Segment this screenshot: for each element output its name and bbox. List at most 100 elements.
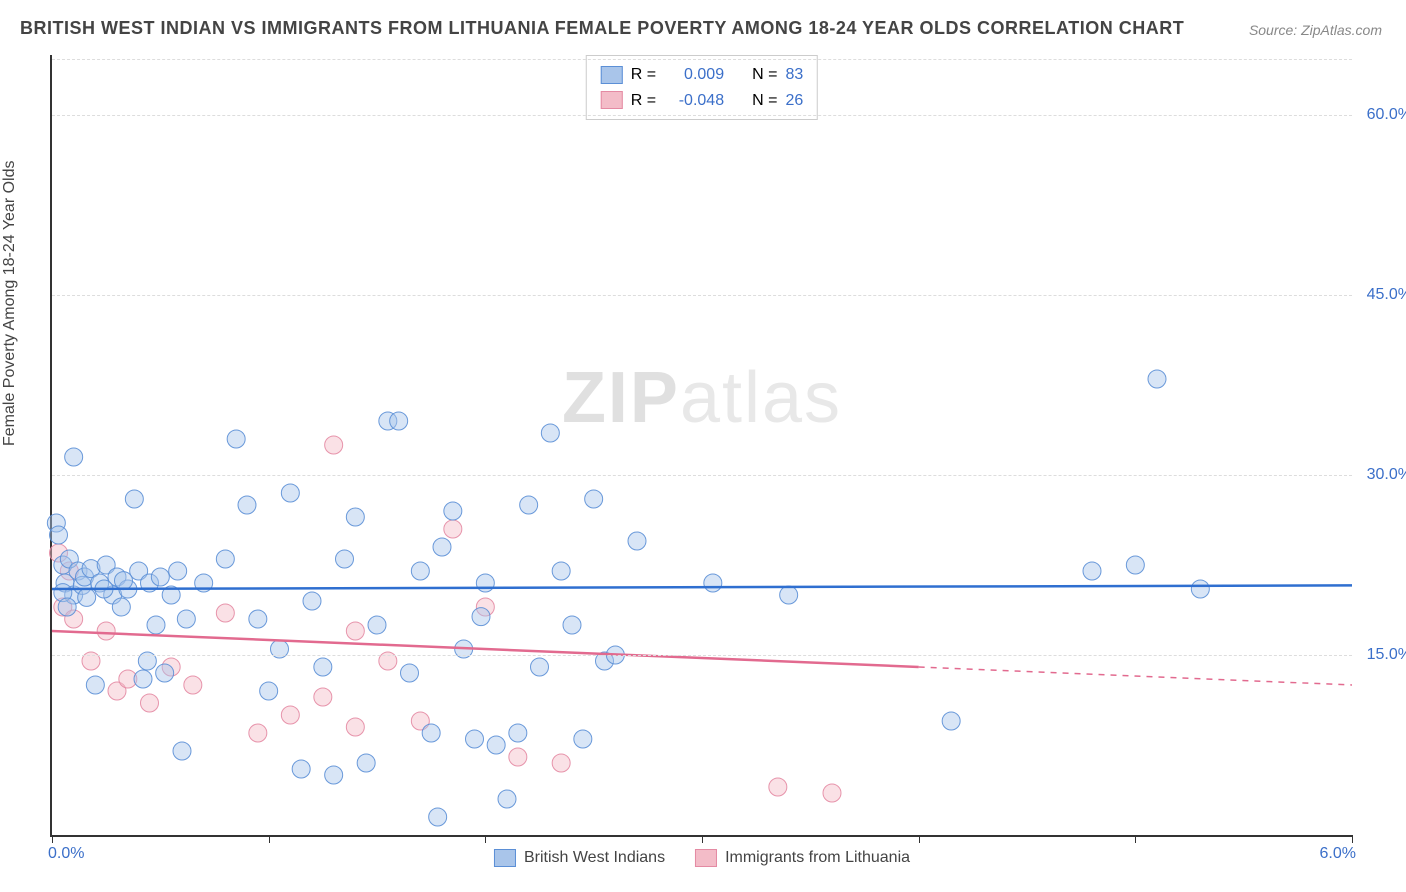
n-value-a: 83 <box>785 62 803 88</box>
data-point <box>472 608 490 626</box>
data-point <box>704 574 722 592</box>
x-tick <box>702 835 703 843</box>
data-point <box>325 436 343 454</box>
correlation-legend: R = 0.009 N = 83 R = -0.048 N = 26 <box>586 55 818 120</box>
data-point <box>1083 562 1101 580</box>
chart-svg <box>52 55 1352 835</box>
data-point <box>97 622 115 640</box>
data-point <box>238 496 256 514</box>
data-point <box>156 664 174 682</box>
data-point <box>281 484 299 502</box>
x-tick-max: 6.0% <box>1320 845 1356 863</box>
data-point <box>147 616 165 634</box>
data-point <box>346 508 364 526</box>
data-point <box>314 658 332 676</box>
x-tick <box>52 835 53 843</box>
series-b-name: Immigrants from Lithuania <box>725 849 910 867</box>
x-tick <box>919 835 920 843</box>
n-label: N = <box>752 62 777 88</box>
legend-item-a: British West Indians <box>494 849 665 867</box>
grid-line <box>52 115 1352 116</box>
data-point <box>780 586 798 604</box>
data-point <box>429 808 447 826</box>
data-point <box>260 682 278 700</box>
data-point <box>303 592 321 610</box>
data-point <box>346 718 364 736</box>
data-point <box>249 610 267 628</box>
y-tick-label: 60.0% <box>1367 106 1406 124</box>
data-point <box>498 790 516 808</box>
data-point <box>86 676 104 694</box>
y-tick-label: 15.0% <box>1367 646 1406 664</box>
data-point <box>531 658 549 676</box>
grid-line <box>52 295 1352 296</box>
y-axis-label: Female Poverty Among 18-24 Year Olds <box>1 161 19 447</box>
y-tick-label: 45.0% <box>1367 286 1406 304</box>
data-point <box>184 676 202 694</box>
series-legend: British West Indians Immigrants from Lit… <box>494 849 910 867</box>
swatch-series-b <box>601 91 623 109</box>
data-point <box>141 694 159 712</box>
data-point <box>65 448 83 466</box>
data-point <box>401 664 419 682</box>
plot-area: ZIPatlas R = 0.009 N = 83 R = -0.048 N =… <box>50 55 1352 837</box>
data-point <box>346 622 364 640</box>
data-point <box>552 754 570 772</box>
data-point <box>487 736 505 754</box>
y-tick-label: 30.0% <box>1367 466 1406 484</box>
data-point <box>552 562 570 580</box>
data-point <box>216 604 234 622</box>
data-point <box>173 742 191 760</box>
data-point <box>249 724 267 742</box>
trend-line-extrapolated <box>919 667 1352 685</box>
r-label: R = <box>631 62 656 88</box>
data-point <box>574 730 592 748</box>
data-point <box>336 550 354 568</box>
data-point <box>422 724 440 742</box>
x-tick <box>1135 835 1136 843</box>
data-point <box>1126 556 1144 574</box>
data-point <box>411 562 429 580</box>
data-point <box>325 766 343 784</box>
r-label: R = <box>631 88 656 114</box>
swatch-series-a <box>494 849 516 867</box>
data-point <box>292 760 310 778</box>
data-point <box>1148 370 1166 388</box>
data-point <box>628 532 646 550</box>
data-point <box>227 430 245 448</box>
data-point <box>281 706 299 724</box>
data-point <box>368 616 386 634</box>
swatch-series-b <box>695 849 717 867</box>
data-point <box>134 670 152 688</box>
data-point <box>520 496 538 514</box>
corr-row-a: R = 0.009 N = 83 <box>601 62 803 88</box>
data-point <box>823 784 841 802</box>
data-point <box>585 490 603 508</box>
n-value-b: 26 <box>785 88 803 114</box>
data-point <box>942 712 960 730</box>
source-attribution: Source: ZipAtlas.com <box>1249 22 1382 38</box>
grid-line <box>52 655 1352 656</box>
data-point <box>357 754 375 772</box>
data-point <box>151 568 169 586</box>
x-tick <box>1352 835 1353 843</box>
data-point <box>169 562 187 580</box>
data-point <box>58 598 76 616</box>
data-point <box>125 490 143 508</box>
swatch-series-a <box>601 66 623 84</box>
data-point <box>509 724 527 742</box>
grid-line <box>52 59 1352 60</box>
data-point <box>476 574 494 592</box>
chart-title: BRITISH WEST INDIAN VS IMMIGRANTS FROM L… <box>20 18 1184 39</box>
n-label: N = <box>752 88 777 114</box>
trend-line <box>52 585 1352 589</box>
trend-line <box>52 631 919 667</box>
series-a-name: British West Indians <box>524 849 665 867</box>
data-point <box>563 616 581 634</box>
data-point <box>216 550 234 568</box>
data-point <box>78 588 96 606</box>
data-point <box>177 610 195 628</box>
data-point <box>112 598 130 616</box>
data-point <box>444 502 462 520</box>
data-point <box>769 778 787 796</box>
